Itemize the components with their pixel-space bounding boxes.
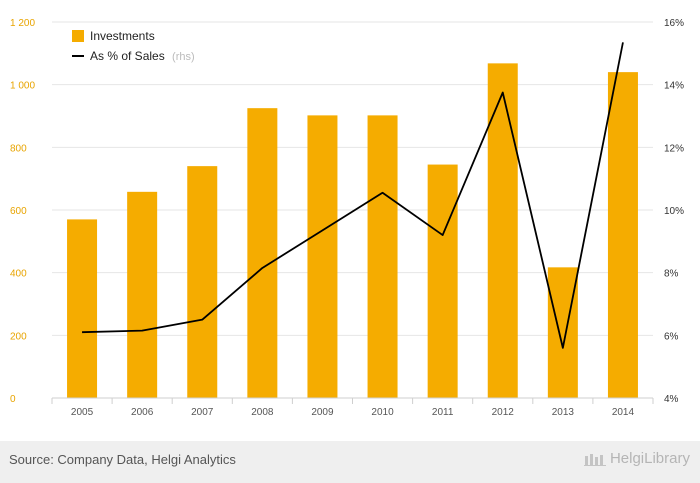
y-right-tick-label: 12% <box>664 143 684 154</box>
x-tick-label: 2007 <box>191 407 214 418</box>
bar-2014 <box>607 72 638 398</box>
chart: 0 4% 200 6% 400 8% 600 10% 800 12% 1 000 14% 1 200 16… <box>10 18 684 418</box>
bar-2013 <box>547 267 578 398</box>
brand-name: HelgiLibrary <box>609 450 690 467</box>
bar-2006 <box>127 191 158 398</box>
bar-2011 <box>427 164 458 398</box>
bar-2005 <box>67 219 98 398</box>
x-tick-label: 2009 <box>311 407 334 418</box>
legend-label-percent: As % of Sales (rhs) <box>90 49 195 63</box>
y-left-tick-label: 1 200 <box>10 18 35 29</box>
y-left-tick-label: 400 <box>10 269 27 280</box>
bar-2008 <box>247 108 278 399</box>
x-tick-label: 2012 <box>492 407 515 418</box>
legend-label-percent-text: As % of Sales <box>90 49 165 63</box>
line-percent-of-sales <box>82 42 624 349</box>
y-left-tick-label: 0 <box>10 394 16 405</box>
bar-2009 <box>307 115 338 398</box>
y-right-tick-label: 4% <box>664 394 679 405</box>
y-right-tick-label: 8% <box>664 269 679 280</box>
x-tick-label: 2014 <box>612 407 635 418</box>
y-right-tick-label: 14% <box>664 81 684 92</box>
legend-label-rhs: (rhs) <box>172 51 195 63</box>
x-tick-label: 2013 <box>552 407 575 418</box>
x-tick-label: 2008 <box>251 407 274 418</box>
x-tick-label: 2010 <box>371 407 394 418</box>
bar-series <box>67 63 638 399</box>
y-left-tick-label: 800 <box>10 143 27 154</box>
x-tick-label: 2005 <box>71 407 94 418</box>
line-series <box>82 42 624 349</box>
y-right-tick-label: 10% <box>664 206 684 217</box>
y-left-tick-label: 200 <box>10 331 27 342</box>
x-tick-label: 2006 <box>131 407 154 418</box>
library-icon <box>583 453 606 466</box>
footer: Source: Company Data, Helgi Analytics He… <box>0 441 700 483</box>
brand-logo: HelgiLibrary <box>583 450 690 467</box>
legend-label-investments: Investments <box>90 29 155 43</box>
y-right-tick-label: 16% <box>664 18 684 29</box>
bar-2012 <box>487 63 518 399</box>
legend: Investments As % of Sales (rhs) <box>72 29 195 63</box>
x-tick-label: 2011 <box>432 407 454 418</box>
bar-2007 <box>187 166 218 398</box>
y-right-tick-label: 6% <box>664 331 679 342</box>
source-text: Source: Company Data, Helgi Analytics <box>9 452 236 467</box>
y-left-tick-label: 600 <box>10 206 27 217</box>
bar-2010 <box>367 115 398 398</box>
axes: 0 4% 200 6% 400 8% 600 10% 800 12% 1 000 14% 1 200 16… <box>10 18 684 418</box>
legend-swatch-investments <box>72 30 84 42</box>
y-left-tick-label: 1 000 <box>10 81 35 92</box>
